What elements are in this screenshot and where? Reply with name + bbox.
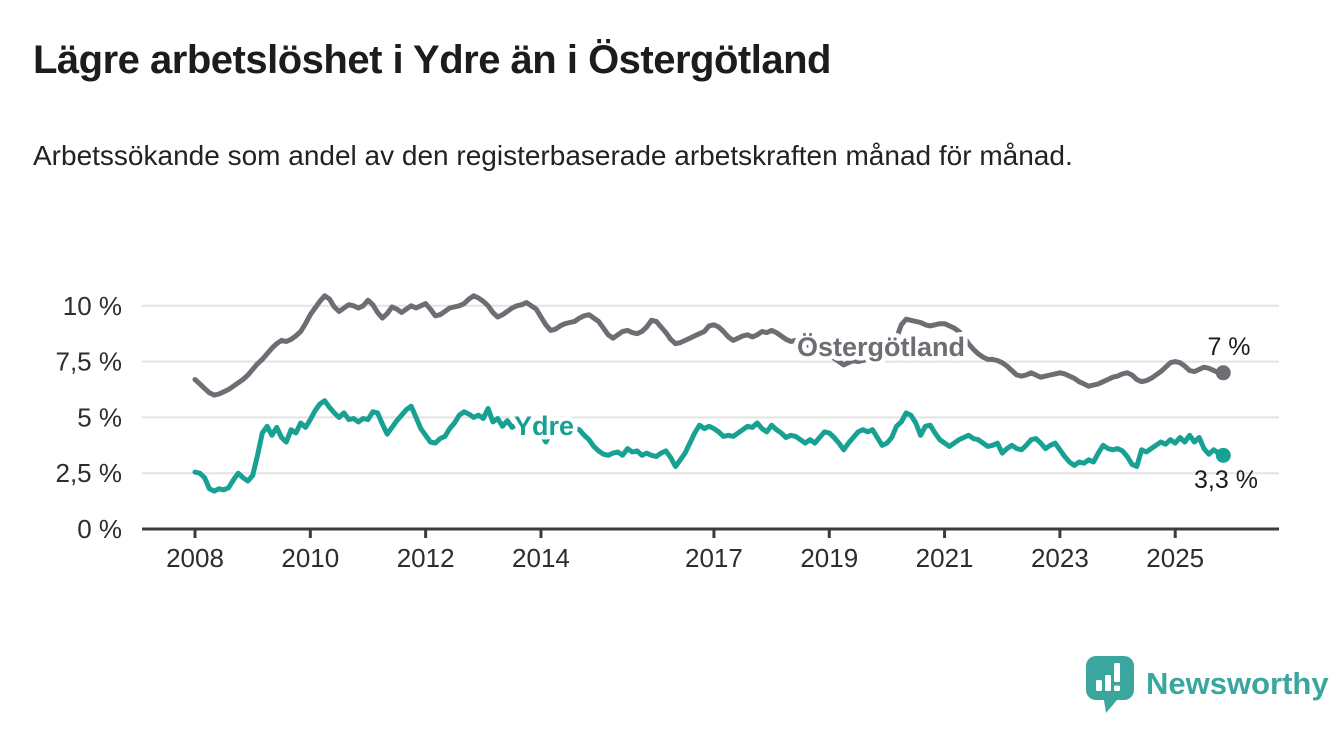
y-tick-label: 7,5 % bbox=[56, 347, 123, 377]
logo-bar-short bbox=[1096, 680, 1102, 691]
x-axis bbox=[142, 527, 1279, 538]
x-tick-label: 2008 bbox=[166, 543, 224, 573]
series-line-ydre bbox=[192, 398, 1226, 494]
series-end-dot bbox=[1215, 365, 1231, 381]
x-tick-label: 2012 bbox=[397, 543, 455, 573]
x-tick-label: 2021 bbox=[916, 543, 974, 573]
series-end-value-label: 7 % bbox=[1207, 333, 1250, 361]
data-series bbox=[192, 293, 1231, 494]
x-tick-label: 2025 bbox=[1146, 543, 1204, 573]
logo-exclamation-bar bbox=[1114, 663, 1120, 682]
series-labels: Östergötland 7 % Ydre 3,3 % bbox=[509, 328, 1258, 495]
series-name-label: Östergötland bbox=[797, 332, 965, 362]
logo-bar-medium bbox=[1105, 675, 1111, 691]
series-end-value-label: 3,3 % bbox=[1194, 466, 1258, 494]
chart-subtitle: Arbetssökande som andel av den registerb… bbox=[33, 140, 1073, 171]
newsworthy-logo-text: Newsworthy bbox=[1146, 666, 1329, 701]
series-end-dot bbox=[1215, 447, 1231, 463]
x-tick-label: 2017 bbox=[685, 543, 743, 573]
x-tick-label: 2010 bbox=[281, 543, 339, 573]
y-tick-label: 2,5 % bbox=[56, 458, 123, 488]
series-name-label: Ydre bbox=[514, 411, 574, 441]
x-tick-label: 2019 bbox=[800, 543, 858, 573]
y-axis-labels: 0 % 2,5 % 5 % 7,5 % 10 % bbox=[56, 291, 123, 544]
newsworthy-logo[interactable]: Newsworthy bbox=[1084, 654, 1329, 714]
y-tick-label: 0 % bbox=[77, 514, 122, 544]
x-axis-labels: 2008 2010 2012 2014 2017 2019 2021 2023 2025 bbox=[166, 543, 1204, 573]
x-tick-label: 2014 bbox=[512, 543, 570, 573]
series-line-ostergotland bbox=[192, 293, 1226, 398]
chart-title: Lägre arbetslöshet i Ydre än i Östergötl… bbox=[33, 38, 831, 82]
y-tick-label: 5 % bbox=[77, 402, 122, 432]
y-tick-label: 10 % bbox=[63, 291, 122, 321]
x-tick-label: 2023 bbox=[1031, 543, 1089, 573]
newsworthy-logo-icon bbox=[1086, 656, 1134, 713]
logo-exclamation-dot bbox=[1114, 685, 1120, 691]
